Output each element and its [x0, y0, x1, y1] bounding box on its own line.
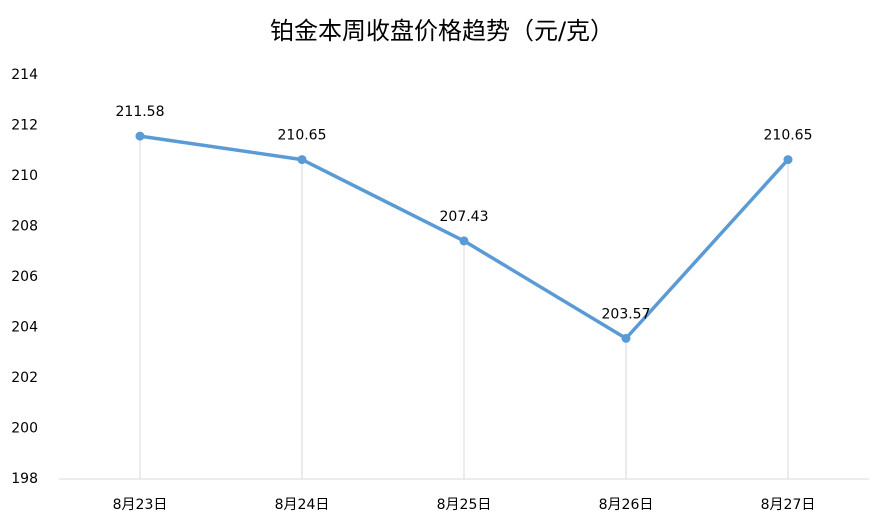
- y-tick-label: 206: [11, 269, 38, 285]
- data-label: 207.43: [440, 209, 489, 225]
- y-tick-label: 198: [11, 471, 38, 487]
- data-label: 210.65: [278, 128, 327, 144]
- data-label: 211.58: [116, 104, 165, 120]
- point: [135, 131, 145, 141]
- y-tick-label: 204: [11, 320, 38, 336]
- data-label: 203.57: [602, 306, 651, 322]
- y-tick-label: 214: [11, 67, 38, 83]
- y-tick-label: 212: [11, 118, 38, 134]
- y-tick-label: 210: [11, 168, 38, 184]
- point: [297, 155, 307, 165]
- y-tick-label: 200: [11, 421, 38, 437]
- point: [459, 236, 469, 246]
- x-tick-label: 8月23日: [113, 497, 168, 513]
- data-label: 210.65: [764, 128, 813, 144]
- chart-title: 铂金本周收盘价格趋势（元/克）: [270, 17, 614, 45]
- point: [621, 333, 631, 343]
- x-tick-label: 8月24日: [275, 497, 330, 513]
- x-tick-label: 8月25日: [437, 497, 492, 513]
- y-tick-label: 208: [11, 219, 38, 235]
- y-tick-label: 202: [11, 370, 38, 386]
- point: [783, 155, 793, 165]
- x-tick-label: 8月27日: [761, 497, 816, 513]
- x-tick-label: 8月26日: [599, 497, 654, 513]
